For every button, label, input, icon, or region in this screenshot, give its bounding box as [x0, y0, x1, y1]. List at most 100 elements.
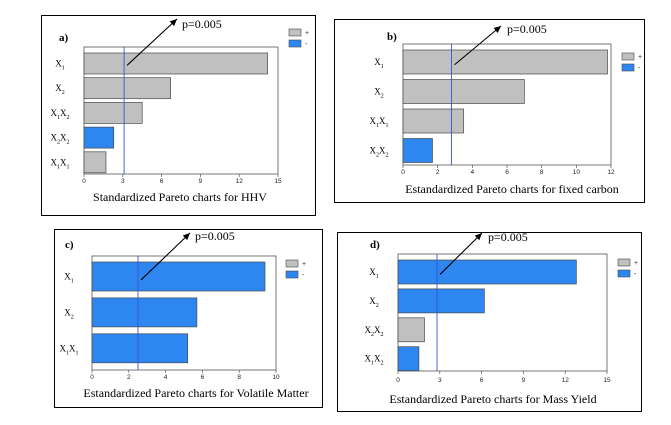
category-label: X2X2 — [370, 146, 389, 159]
annotation-arrow-head — [493, 26, 501, 33]
legend-positive-swatch — [617, 258, 631, 267]
category-label: X1X2 — [365, 354, 384, 367]
category-label: X1X2 — [51, 108, 70, 121]
pareto-panel-hhv: X1 X2 X1X2 X2X2 X1X1 0 3 6 9 12 15 p=0.005 a) Standar… — [41, 15, 316, 216]
x-tick-label: 8 — [540, 169, 544, 176]
category-label: X1 — [55, 59, 65, 72]
legend-positive-swatch — [288, 28, 302, 37]
bar-x1x2 — [397, 346, 420, 372]
legend-negative-swatch — [621, 63, 635, 72]
legend-positive-swatch — [285, 259, 299, 268]
x-tick-label: 10 — [573, 169, 581, 176]
bar-x1 — [397, 259, 577, 285]
x-tick-label: 0 — [90, 374, 94, 381]
x-tick-label: 6 — [201, 374, 205, 381]
x-tick-label: 3 — [121, 178, 125, 185]
x-tick-label: 9 — [199, 178, 203, 185]
panel-letter: b) — [387, 31, 397, 43]
legend-negative-label: - — [638, 65, 641, 72]
x-tick-label: 8 — [237, 374, 241, 381]
annotation-arrow-line — [140, 232, 191, 281]
bar-x1x2 — [83, 102, 143, 124]
legend-negative-label: - — [305, 41, 308, 48]
legend-negative-swatch — [285, 270, 299, 279]
bar-x2 — [402, 79, 525, 104]
bar-x2 — [397, 288, 485, 314]
bar-x2x2 — [402, 138, 433, 163]
annotation-arrow-head — [169, 19, 177, 27]
legend-negative-label: - — [634, 271, 637, 278]
chart-title: Estandardized Pareto charts for Mass Yie… — [389, 392, 596, 406]
panel-letter: c) — [65, 239, 74, 251]
panel-letter: d) — [370, 239, 380, 251]
x-tick-label: 0 — [396, 377, 400, 384]
x-tick-label: 2 — [127, 374, 131, 381]
x-tick-label: 12 — [562, 377, 570, 384]
x-tick-label: 3 — [438, 377, 442, 384]
bar-x2x2 — [397, 317, 425, 343]
annotation-arrow-line — [439, 232, 483, 275]
x-tick-label: 2 — [436, 169, 440, 176]
category-label: X1 — [374, 57, 384, 70]
legend-positive-label: + — [302, 261, 306, 268]
x-tick-label: 6 — [160, 178, 164, 185]
legend-positive-label: + — [638, 54, 642, 61]
pareto-panel-volatile-matter: X1 X2 X1X1 0 2 4 6 8 10 p=0.005 c) Estandardized Pa… — [54, 229, 323, 408]
pareto-chart-volatile-matter: X1 X2 X1X1 0 2 4 6 8 10 p=0.005 c) Estandardized Pa… — [60, 229, 309, 400]
category-label: X1 — [369, 267, 379, 280]
x-tick-label: 12 — [607, 169, 615, 176]
legend-positive-label: + — [634, 260, 638, 267]
pareto-panel-fixed-carbon: X1 X2 X1X1 X2X2 0 2 4 6 8 10 12 p=0.005 b) Estandardi… — [334, 19, 645, 203]
annotation-arrow-line — [454, 25, 502, 66]
chart-title: Standardized Pareto charts for HHV — [93, 190, 267, 204]
chart-title: Estandardized Pareto charts for fixed ca… — [405, 182, 619, 196]
annotation-arrow-line — [126, 18, 178, 66]
legend-positive-label: + — [305, 30, 309, 37]
pareto-chart-fixed-carbon: X1 X2 X1X1 X2X2 0 2 4 6 8 10 12 p=0.005 b) Estandardi… — [370, 22, 643, 196]
category-label: X2 — [369, 296, 379, 309]
x-tick-label: 12 — [236, 178, 244, 185]
pareto-panel-mass-yield: X1 X2 X2X2 X1X2 0 3 6 9 12 15 p=0.005 d) Estandardiz… — [337, 230, 642, 412]
category-label: X2X2 — [365, 325, 384, 338]
bar-x1x1 — [91, 333, 189, 364]
bar-x1x1 — [402, 108, 465, 134]
annotation-label: p=0.005 — [507, 22, 547, 36]
x-tick-label: 4 — [471, 169, 475, 176]
x-tick-label: 0 — [401, 169, 405, 176]
annotation-arrow-head — [474, 233, 482, 241]
category-label: X2X2 — [51, 133, 70, 146]
legend-negative-swatch — [617, 269, 631, 278]
bar-x1 — [83, 52, 269, 75]
x-tick-label: 6 — [480, 377, 484, 384]
chart-title: Estandardized Pareto charts for Volatile… — [83, 386, 308, 400]
x-tick-label: 10 — [272, 374, 280, 381]
annotation-arrow-head — [182, 233, 190, 241]
category-label: X1 — [64, 272, 74, 285]
category-label: X1X1 — [60, 343, 79, 356]
category-label: X2 — [55, 83, 65, 96]
x-tick-label: 6 — [505, 169, 509, 176]
category-label: X2 — [64, 307, 74, 320]
bar-x2x2 — [83, 126, 115, 149]
x-tick-label: 4 — [164, 374, 168, 381]
annotation-label: p=0.005 — [488, 230, 528, 244]
legend-negative-label: - — [302, 272, 305, 279]
bar-x1 — [91, 261, 266, 292]
legend-positive-swatch — [621, 52, 635, 61]
panel-letter: a) — [59, 32, 69, 44]
category-label: X1X1 — [51, 157, 70, 170]
bar-x2 — [83, 77, 172, 100]
category-label: X2 — [374, 87, 384, 100]
annotation-label: p=0.005 — [182, 17, 222, 31]
x-tick-label: 9 — [522, 377, 526, 384]
legend-negative-swatch — [288, 39, 302, 48]
x-tick-label: 15 — [274, 178, 282, 185]
bar-x2 — [91, 297, 198, 328]
x-tick-label: 15 — [603, 377, 611, 384]
category-label: X1X1 — [370, 116, 389, 129]
bar-x1 — [402, 49, 608, 75]
x-tick-label: 0 — [82, 178, 86, 185]
bar-x1x1 — [83, 151, 107, 174]
